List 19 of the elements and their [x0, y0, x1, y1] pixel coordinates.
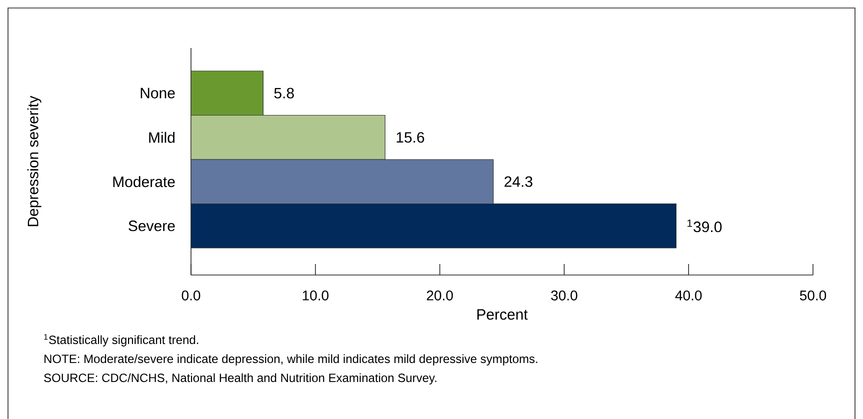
data-label: $^{1}$39.0 — [687, 220, 722, 232]
data-label: 15.6 — [396, 132, 424, 143]
source-note: SOURCE: CDC/NCHS, National Health and Nutrition Examination Survey. — [44, 373, 436, 384]
y-tick-label: Mild — [149, 132, 174, 143]
text: NOTE: Moderate/severe indicate depression, while mild indicates mild depressive symptoms. — [44, 354, 538, 366]
x-tick-label: 40.0 — [675, 290, 702, 300]
text: $^{1}$Statistically significant trend. — [44, 334, 198, 346]
y-tick-label: None — [140, 88, 175, 98]
x-axis-title: Percent — [477, 309, 528, 320]
data-label: 24.3 — [504, 176, 532, 187]
x-tick-label: 20.0 — [426, 290, 453, 300]
data-label: 5.8 — [274, 88, 294, 98]
y-tick-label: Severe — [128, 220, 175, 232]
x-tick-label: 50.0 — [800, 290, 826, 300]
y-tick-label: Moderate — [113, 176, 175, 188]
x-tick-label: 10.0 — [302, 290, 328, 300]
y-axis-title: Depression severity — [27, 96, 42, 226]
x-tick-label: 30.0 — [551, 290, 578, 300]
x-tick-label: 0.0 — [182, 290, 200, 300]
